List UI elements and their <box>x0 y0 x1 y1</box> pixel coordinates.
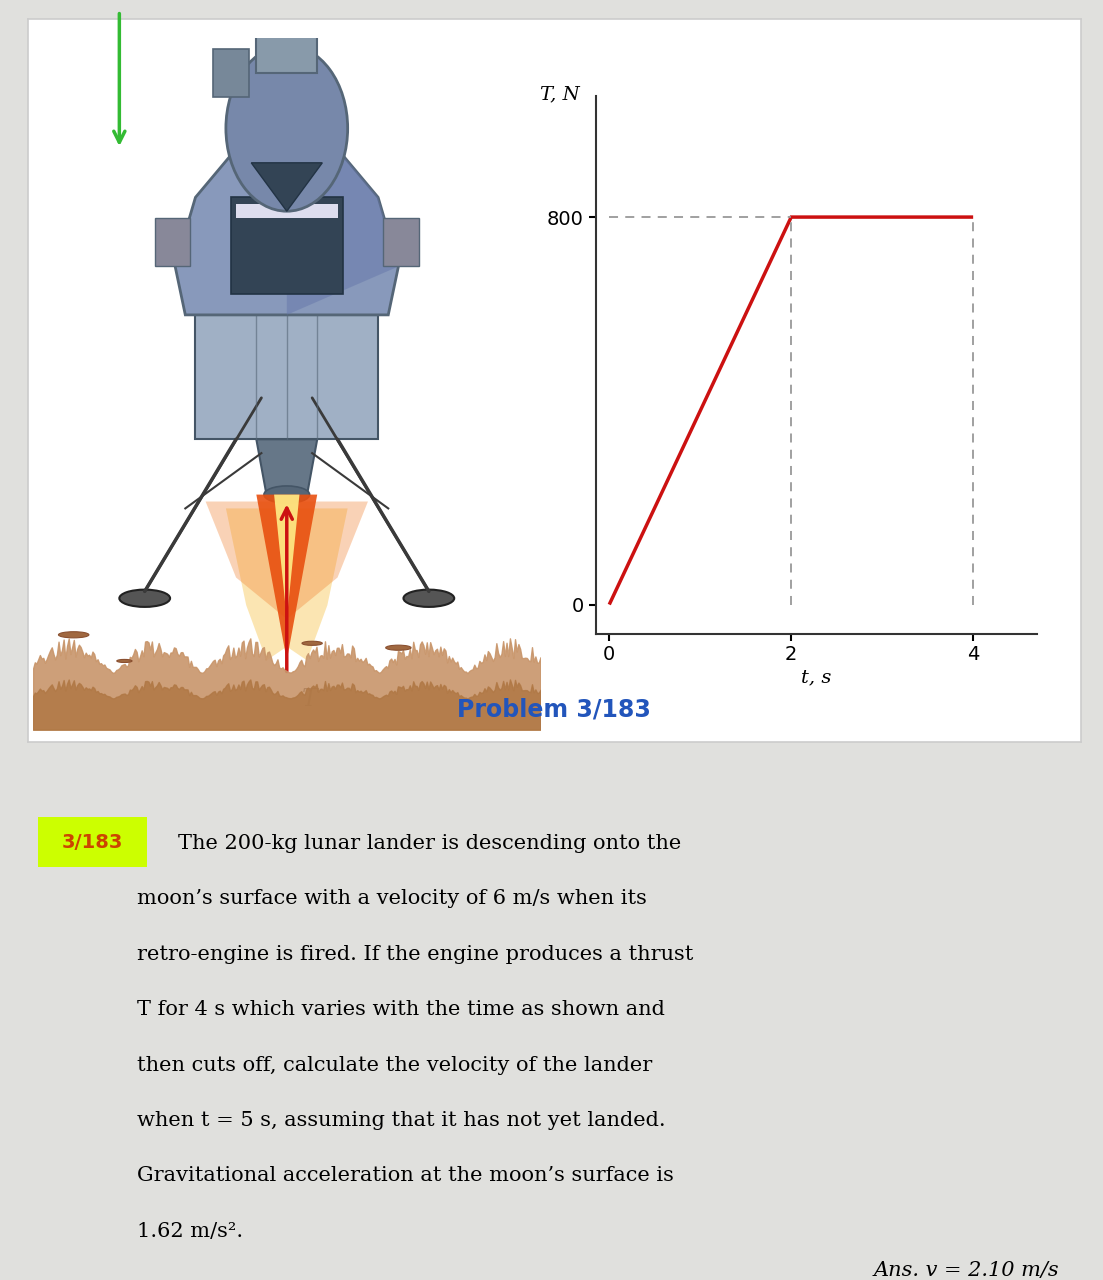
Circle shape <box>117 659 132 663</box>
Text: Problem 3/183: Problem 3/183 <box>458 698 651 722</box>
FancyBboxPatch shape <box>231 197 343 294</box>
Text: when t = 5 s, assuming that it has not yet landed.: when t = 5 s, assuming that it has not y… <box>137 1111 665 1130</box>
FancyBboxPatch shape <box>236 205 338 218</box>
Text: retro-engine is fired. If the engine produces a thrust: retro-engine is fired. If the engine pro… <box>137 945 693 964</box>
FancyBboxPatch shape <box>154 218 191 266</box>
Text: Gravitational acceleration at the moon’s surface is: Gravitational acceleration at the moon’s… <box>137 1166 674 1185</box>
Ellipse shape <box>119 590 170 607</box>
FancyBboxPatch shape <box>383 218 419 266</box>
Text: then cuts off, calculate the velocity of the lander: then cuts off, calculate the velocity of… <box>137 1056 652 1074</box>
Polygon shape <box>287 128 398 315</box>
FancyBboxPatch shape <box>213 49 249 97</box>
Polygon shape <box>175 128 398 315</box>
Circle shape <box>302 641 322 645</box>
Circle shape <box>218 0 254 35</box>
Text: T: T <box>302 689 318 712</box>
X-axis label: t, s: t, s <box>801 668 832 686</box>
Circle shape <box>226 45 347 211</box>
FancyBboxPatch shape <box>195 315 378 439</box>
Polygon shape <box>256 494 318 660</box>
Text: T for 4 s which varies with the time as shown and: T for 4 s which varies with the time as … <box>137 1000 665 1019</box>
Text: 3/183: 3/183 <box>62 833 124 851</box>
Ellipse shape <box>404 590 454 607</box>
Text: The 200-kg lunar lander is descending onto the: The 200-kg lunar lander is descending on… <box>179 833 682 852</box>
FancyBboxPatch shape <box>256 18 318 73</box>
FancyBboxPatch shape <box>39 818 147 867</box>
Polygon shape <box>256 439 318 494</box>
Circle shape <box>58 632 89 637</box>
Ellipse shape <box>264 486 310 503</box>
Circle shape <box>386 645 411 650</box>
Text: 1.62 m/s².: 1.62 m/s². <box>137 1221 243 1240</box>
Polygon shape <box>251 163 322 211</box>
Polygon shape <box>226 508 347 660</box>
Polygon shape <box>205 502 368 620</box>
Polygon shape <box>275 494 299 620</box>
Text: moon’s surface with a velocity of 6 m/s when its: moon’s surface with a velocity of 6 m/s … <box>137 890 646 909</box>
Y-axis label: T, N: T, N <box>540 86 580 104</box>
Text: Ans. v = 2.10 m/s: Ans. v = 2.10 m/s <box>874 1261 1060 1280</box>
